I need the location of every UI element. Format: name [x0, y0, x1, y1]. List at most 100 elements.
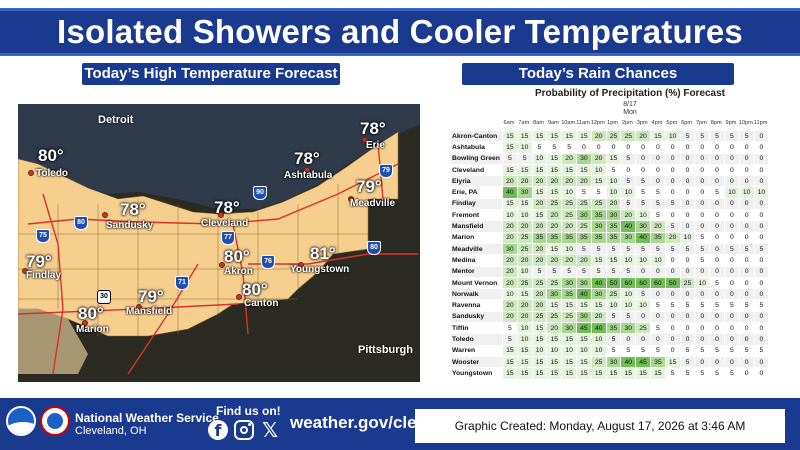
- location-cell: Warren: [450, 344, 503, 357]
- location-cell: Meadville: [450, 242, 503, 256]
- pop-value-cell: 0: [635, 333, 651, 346]
- pop-value-cell: 10: [575, 344, 592, 357]
- pop-value-cell: 15: [605, 152, 622, 165]
- pop-value-cell: 0: [664, 186, 681, 199]
- pop-value-cell: 25: [620, 129, 637, 143]
- pop-value-cell: 25: [516, 242, 533, 256]
- table-row: Warren 15 15 10 10 10 10 10 5 5 5 5 0 5 5 5 5 5 5: [450, 344, 770, 357]
- table-row: Ravenna 20 20 20 15 15 15 15 10 10 10 5 5 5 5 5 5 5 5: [450, 299, 770, 312]
- pop-value-cell: 20: [546, 220, 563, 233]
- pop-value-cell: 0: [709, 163, 725, 177]
- location-cell: Cleveland: [450, 163, 503, 177]
- table-row: Ashtabula 15 10 5 5 5 0 0 0 0 0 0 0 0 0 0 0 0 0: [450, 141, 770, 154]
- table-row: Elyria 20 20 20 20 20 20 15 10 5 5 0 0 0 0 0 0 0 0: [450, 175, 770, 188]
- pop-value-cell: 40: [635, 231, 651, 244]
- pop-value-cell: 15: [516, 197, 533, 211]
- location-cell: Youngstown: [450, 367, 503, 380]
- pop-value-cell: 10: [635, 209, 651, 222]
- temp-canton: 80°: [242, 280, 268, 299]
- pop-value-cell: 15: [561, 367, 577, 380]
- pop-value-cell: 0: [709, 288, 725, 301]
- pop-value-cell: 25: [575, 220, 592, 233]
- pop-value-cell: 40: [590, 322, 607, 335]
- pop-value-cell: 20: [546, 175, 563, 188]
- find-us-label: Find us on!: [216, 404, 281, 418]
- pop-value-cell: 0: [738, 367, 755, 380]
- highway-shield-us30: 30: [97, 290, 111, 304]
- pop-value-cell: 10: [723, 186, 740, 199]
- pop-value-cell: 5: [635, 197, 651, 211]
- pop-value-cell: 20: [516, 299, 533, 312]
- pop-value-cell: 15: [531, 333, 548, 346]
- pop-value-cell: 25: [531, 310, 548, 324]
- nws-logo: [40, 406, 70, 436]
- pop-value-cell: 0: [709, 220, 725, 233]
- website-link[interactable]: weather.gov/cle: [290, 413, 417, 432]
- pop-value-cell: 5: [605, 265, 622, 278]
- pop-value-cell: 35: [561, 288, 577, 301]
- pop-value-cell: 5: [620, 310, 637, 324]
- pop-value-cell: 0: [620, 141, 637, 154]
- pop-value-cell: 15: [561, 355, 577, 369]
- pop-value-cell: 15: [546, 355, 563, 369]
- pop-value-cell: 60: [635, 276, 651, 290]
- lake-erie: [18, 104, 420, 209]
- precip-day-value: Mon: [623, 109, 637, 116]
- pop-value-cell: 15: [546, 129, 563, 143]
- table-row: Wooster 15 15 15 15 15 15 25 30 40 45 35 15 5 0 0 0 0 0: [450, 355, 770, 369]
- pop-value-cell: 0: [620, 333, 637, 346]
- pop-value-cell: 20: [561, 175, 577, 188]
- hour-header: 5pm: [666, 120, 678, 126]
- temp-ashtabula: 78°: [294, 149, 320, 168]
- pop-value-cell: 0: [605, 141, 622, 154]
- city-dot-marion: [82, 320, 88, 326]
- pop-value-cell: 10: [605, 186, 622, 199]
- pop-value-cell: 25: [605, 129, 622, 143]
- city-label-marion: Marion: [76, 324, 109, 335]
- pop-value-cell: 0: [620, 163, 637, 177]
- x-icon[interactable]: 𝕏: [261, 418, 279, 442]
- pop-value-cell: 15: [546, 299, 563, 312]
- pop-value-cell: 25: [516, 231, 533, 244]
- pop-value-cell: 0: [694, 209, 711, 222]
- pop-value-cell: 10: [620, 288, 637, 301]
- pop-value-cell: 0: [709, 265, 725, 278]
- pop-value-cell: 10: [649, 254, 666, 267]
- hour-header: 9pm: [725, 120, 737, 126]
- pop-value-cell: 15: [502, 367, 518, 380]
- facebook-icon[interactable]: f: [208, 420, 228, 440]
- pop-value-cell: 20: [575, 254, 592, 267]
- pop-value-cell: 25: [546, 310, 563, 324]
- pop-value-cell: 5: [635, 288, 651, 301]
- pop-value-cell: 5: [679, 355, 696, 369]
- pop-value-cell: 0: [664, 344, 681, 357]
- pop-value-cell: 15: [561, 333, 577, 346]
- pop-value-cell: 5: [709, 129, 725, 143]
- pop-value-cell: 45: [635, 355, 651, 369]
- pop-value-cell: 40: [590, 276, 607, 290]
- city-label-detroit: Detroit: [98, 114, 134, 126]
- pop-value-cell: 5: [516, 152, 533, 165]
- pop-value-cell: 20: [531, 254, 548, 267]
- pop-value-cell: 0: [649, 265, 666, 278]
- temp-meadville: 79°: [356, 177, 382, 196]
- pop-value-cell: 15: [531, 163, 548, 177]
- pop-value-cell: 40: [620, 355, 637, 369]
- instagram-icon[interactable]: [234, 420, 254, 440]
- hour-header: 7am: [518, 120, 530, 126]
- pop-value-cell: 5: [635, 186, 651, 199]
- highway-shield-80-east: 80: [367, 241, 381, 255]
- city-label-erie: Erie: [366, 140, 385, 151]
- pop-value-cell: 20: [561, 152, 577, 165]
- city-dot-akron: [219, 262, 225, 268]
- pop-value-cell: 20: [605, 197, 622, 211]
- city-dot-cleveland: [218, 212, 224, 218]
- pop-value-cell: 5: [723, 299, 740, 312]
- pop-value-cell: 0: [679, 220, 696, 233]
- table-row: Mentor 20 10 5 5 5 5 5 5 5 0 0 0 0 0 0 0 0 0: [450, 265, 770, 278]
- pop-value-cell: 10: [516, 322, 533, 335]
- pop-value-cell: 0: [679, 310, 696, 324]
- pop-value-cell: 10: [635, 254, 651, 267]
- pop-value-cell: 5: [649, 322, 666, 335]
- pop-value-cell: 0: [649, 141, 666, 154]
